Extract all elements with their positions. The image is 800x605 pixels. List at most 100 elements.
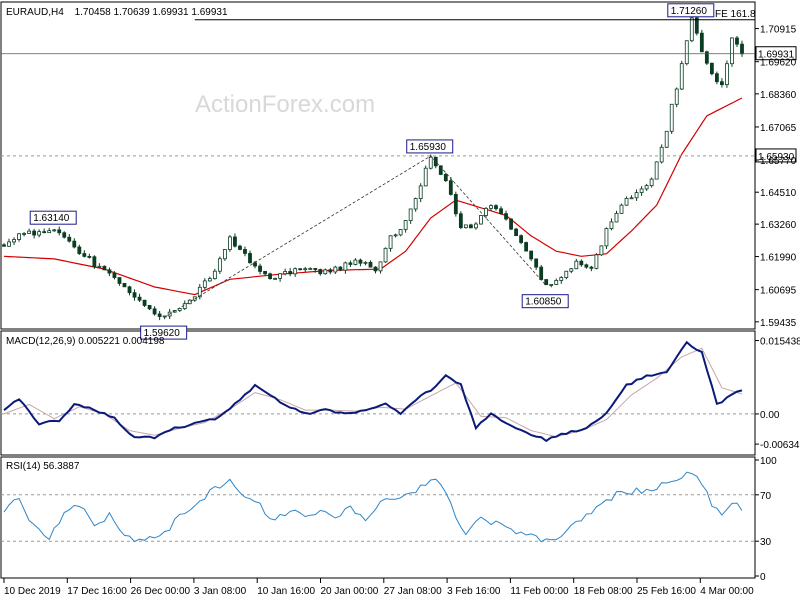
macd-signal-line (3, 347, 743, 438)
candle-body (649, 178, 654, 187)
candle-body (725, 63, 729, 86)
candle-body (689, 17, 694, 42)
candle-body (474, 223, 478, 229)
price-y-tick-label: 1.65770 (760, 156, 797, 167)
x-tick-label: 27 Jan 08:00 (384, 586, 442, 597)
candle-body (373, 266, 378, 272)
candle-body (699, 32, 704, 53)
candle-body (453, 194, 458, 215)
candle-body (604, 228, 609, 247)
x-tick-label: 3 Feb 16:00 (447, 586, 501, 597)
candle-body (303, 268, 308, 271)
candle-body (333, 266, 338, 273)
candle-body (494, 205, 498, 210)
candle-body (489, 205, 493, 209)
macd-line (3, 340, 743, 443)
candle-body (694, 17, 699, 34)
x-tick-label: 26 Dec 00:00 (131, 586, 191, 597)
x-tick-label: 11 Feb 00:00 (510, 586, 569, 597)
candle-body (268, 273, 272, 280)
candle-body (102, 265, 107, 271)
rsi-group (1, 471, 755, 543)
price-panel-frame (0, 1, 756, 330)
key-level-label: 1.65930 (758, 152, 795, 163)
candle-body (187, 299, 192, 305)
pivot-label: 1.59620 (144, 328, 181, 339)
candle-body (639, 188, 644, 194)
candle-body (408, 208, 413, 221)
x-tick-label: 10 Jan 16:00 (257, 586, 315, 597)
candle-body (463, 224, 468, 229)
candle-body (228, 236, 232, 250)
candle-body (197, 286, 202, 298)
candle-body (238, 245, 242, 250)
candle-body (122, 283, 127, 288)
candles-group (2, 15, 744, 321)
candle-body (132, 292, 137, 298)
price-y-tick-label: 1.70915 (760, 25, 797, 36)
candle-body (564, 270, 569, 278)
candle-body (313, 268, 318, 270)
candle-body (669, 103, 674, 132)
candle-body (740, 43, 744, 55)
candle-body (358, 259, 363, 264)
candle-body (418, 185, 423, 200)
candle-body (77, 246, 82, 254)
candle-body (484, 207, 488, 216)
candle-body (112, 272, 117, 278)
price-y-tick-label: 1.60695 (760, 286, 797, 297)
candle-body (127, 286, 132, 294)
x-tick-label: 18 Feb 08:00 (574, 586, 633, 597)
candle-body (12, 239, 16, 243)
x-tick-label: 10 Dec 2019 (4, 586, 61, 597)
candle-body (514, 228, 518, 237)
candle-body (82, 253, 87, 257)
candle-body (67, 236, 72, 242)
candle-body (448, 180, 453, 195)
candle-body (318, 269, 323, 275)
candle-body (443, 174, 448, 182)
candle-body (52, 229, 57, 232)
candle-body (248, 253, 252, 264)
rsi-y-tick-label: 30 (760, 537, 772, 548)
candle-body (403, 220, 408, 230)
candle-body (288, 271, 293, 275)
price-y-tick-label: 1.64510 (760, 188, 797, 199)
candle-body (273, 277, 278, 280)
candle-body (147, 305, 152, 310)
candle-body (684, 40, 689, 65)
candle-body (584, 264, 589, 268)
candle-body (107, 269, 112, 274)
candle-body (589, 266, 594, 269)
candle-body (619, 204, 624, 214)
x-tick-label: 4 Mar 00:00 (700, 586, 754, 597)
candle-body (730, 37, 734, 65)
symbol-label: EURAUD,H4 (6, 7, 64, 18)
pivot-label: 1.65930 (410, 142, 447, 153)
candle-body (479, 215, 483, 225)
candle-body (549, 284, 554, 286)
candle-body (222, 249, 227, 260)
last-price-box (755, 46, 797, 61)
watermark: ActionForex.com (195, 91, 375, 118)
candle-body (709, 62, 714, 75)
candle-body (378, 261, 383, 272)
swing-connector (164, 155, 547, 318)
candle-body (283, 271, 288, 275)
candle-body (644, 185, 649, 190)
candle-body (92, 256, 97, 268)
candle-body (258, 265, 262, 272)
candle-body (293, 268, 298, 275)
candle-body (177, 308, 182, 311)
x-tick-label: 3 Jan 08:00 (194, 586, 247, 597)
candle-body (308, 268, 313, 270)
candle-body (599, 245, 604, 256)
price-y-tick-label: 1.59435 (760, 318, 797, 329)
last-price-label: 1.69931 (758, 50, 795, 61)
candle-body (233, 236, 237, 247)
candle-body (57, 229, 62, 234)
rsi-y-tick-label: 100 (760, 456, 777, 467)
rsi-line (3, 471, 743, 543)
x-tick-label: 25 Feb 16:00 (637, 586, 696, 597)
x-tick-label: 17 Dec 16:00 (67, 586, 127, 597)
